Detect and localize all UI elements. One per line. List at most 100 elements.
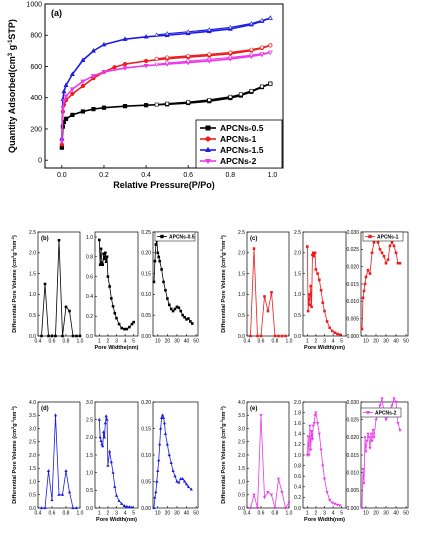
APCNs-1-psd-point bbox=[305, 245, 309, 248]
x-tick-label: 50 bbox=[193, 339, 199, 345]
APCNs-1.5-psd-point bbox=[71, 506, 75, 510]
y-tick-label: 2.5 bbox=[294, 230, 301, 236]
APCNs-2-psd-point bbox=[374, 418, 378, 422]
APCNs-1.5-point bbox=[164, 31, 170, 36]
legend-box bbox=[154, 231, 196, 242]
APCNs-2-psd-point bbox=[308, 424, 312, 428]
APCNs-1-psd-point bbox=[325, 320, 329, 323]
y-tick-label: 0.15 bbox=[141, 271, 151, 277]
x-tick-label: 20 bbox=[165, 511, 171, 517]
APCNs-1.5-psd-point bbox=[100, 442, 104, 446]
APCNs-1.5-psd-point bbox=[120, 501, 124, 505]
APCNs-0.5-point bbox=[165, 101, 170, 106]
APCNs-1.5-point bbox=[154, 32, 159, 37]
APCNs-0.5-psd-point bbox=[171, 309, 175, 313]
APCNs-0.5-psd-point bbox=[128, 325, 131, 329]
APCNs-0.5-psd-point bbox=[61, 334, 64, 338]
APCNs-1-psd-point bbox=[273, 334, 277, 338]
y-axis-label: Differential Pore Volume (cm3g-1nm-1) bbox=[219, 406, 228, 504]
y-tick-label: 0.000 bbox=[346, 334, 359, 340]
x-tick-label: 1.0 bbox=[77, 511, 84, 517]
y-tick-label: 0.0 bbox=[86, 506, 93, 512]
y-tick-label: 1.5 bbox=[294, 271, 301, 277]
subpanel: 0.4 0.6 0.8 1.0 0.0 0.5 1.0 1.5 2.0 2.5 bbox=[29, 230, 84, 345]
APCNs-0.5-psd-point bbox=[166, 297, 169, 300]
APCNs-1.5-psd-line bbox=[98, 416, 133, 508]
x-axis-label: Pore Width(nm) bbox=[304, 345, 345, 351]
APCNs-0.5-psd-point bbox=[183, 315, 186, 319]
APCNs-2-psd-point bbox=[398, 429, 402, 433]
subpanel: 0.4 0.6 0.8 1.0 0.0 0.5 1.0 1.5 2.0 2.5 3.0 3.5 4.0 bbox=[29, 400, 84, 517]
y-tick-label: 2.0 bbox=[238, 251, 245, 257]
APCNs-0.5-psd-point bbox=[43, 282, 47, 286]
APCNs-2-psd-point bbox=[276, 477, 281, 481]
y-tick-label: 2.5 bbox=[86, 417, 93, 423]
APCNs-1-psd-point bbox=[309, 284, 313, 288]
x-tick-label: 0.8 bbox=[272, 511, 279, 517]
y-tick-label: 1.5 bbox=[29, 271, 36, 277]
APCNs-0.5-psd-point bbox=[50, 334, 54, 338]
APCNs-1-psd-point bbox=[256, 334, 259, 338]
APCNs-1.5-psd-point bbox=[159, 426, 163, 430]
APCNs-1.5-psd-point bbox=[171, 469, 175, 473]
APCNs-2-psd-point bbox=[372, 436, 376, 440]
APCNs-0.5-point bbox=[70, 112, 75, 117]
legend-entry: APCNs-1.5 bbox=[220, 145, 264, 155]
APCNs-0.5-psd-point bbox=[115, 316, 118, 320]
legend-marker bbox=[205, 146, 211, 153]
APCNs-2-point bbox=[90, 74, 96, 79]
y-tick-label: 0.025 bbox=[346, 247, 359, 253]
APCNs-1-psd-point bbox=[380, 251, 384, 255]
APCNs-2-psd-point bbox=[305, 453, 309, 457]
APCNs-2-psd-point bbox=[255, 506, 260, 510]
APCNs-1-psd-point bbox=[314, 268, 318, 271]
y-tick-label: 0.0 bbox=[294, 334, 301, 340]
APCNs-1-psd-point bbox=[307, 293, 311, 296]
APCNs-2-psd-point bbox=[266, 490, 270, 494]
APCNs-1.5-psd-point bbox=[160, 416, 164, 420]
APCNs-2-psd-point bbox=[394, 400, 398, 404]
APCNs-1.5-psd-point bbox=[106, 463, 110, 467]
x-tick-label: 1.0 bbox=[286, 511, 293, 517]
APCNs-0.5-psd-point bbox=[120, 326, 123, 330]
subpanel-frame bbox=[37, 231, 81, 337]
y-tick-label: 0.5 bbox=[238, 313, 245, 319]
x-tick-label: 3 bbox=[323, 511, 326, 517]
APCNs-0.5-psd-point bbox=[106, 275, 110, 278]
y-tick-label: 1.0 bbox=[238, 479, 245, 485]
APCNs-1.5-psd-point bbox=[173, 474, 177, 478]
x-tick-label: 3 bbox=[323, 339, 326, 345]
APCNs-1-psd-point bbox=[394, 251, 398, 255]
APCNs-0.5-point bbox=[260, 84, 264, 89]
APCNs-1-psd-point bbox=[308, 303, 312, 307]
x-tick-label: 10 bbox=[363, 511, 369, 517]
APCNs-0.5-point bbox=[207, 98, 212, 102]
APCNs-2-point bbox=[59, 139, 65, 145]
y-tick-label: 1.0 bbox=[86, 235, 93, 241]
APCNs-1-psd-point bbox=[313, 251, 317, 255]
APCNs-0.5-psd-point bbox=[160, 268, 163, 271]
APCNs-2-psd-point bbox=[269, 493, 274, 497]
APCNs-1-psd-point bbox=[310, 305, 313, 309]
APCNs-1.5-psd-point bbox=[99, 439, 103, 442]
APCNs-0.5-psd-point bbox=[181, 313, 184, 317]
legend-entry: APCNs-1 bbox=[220, 134, 257, 144]
APCNs-1.5-psd-point bbox=[163, 431, 168, 435]
x-tick-label: 4 bbox=[332, 339, 335, 345]
APCNs-1-point bbox=[186, 53, 191, 58]
APCNs-1-point bbox=[143, 58, 149, 64]
APCNs-1.5-psd-point bbox=[167, 453, 171, 457]
y-tick-label: 1.5 bbox=[238, 466, 245, 472]
APCNs-1.5-psd-point bbox=[156, 469, 160, 473]
y-tick-label: 1.4 bbox=[294, 432, 301, 438]
APCNs-2-psd-point bbox=[368, 446, 372, 450]
APCNs-2-psd-point bbox=[365, 439, 369, 443]
APCNs-1.5-psd-point bbox=[53, 413, 58, 417]
APCNs-1.5-psd-point bbox=[101, 430, 106, 434]
APCNs-2-psd-point bbox=[364, 450, 368, 454]
legend-marker bbox=[205, 125, 211, 131]
APCNs-2-psd-point bbox=[314, 411, 318, 415]
APCNs-1.5-psd-point bbox=[177, 480, 181, 484]
y-tick-label: 0.2 bbox=[86, 314, 93, 320]
